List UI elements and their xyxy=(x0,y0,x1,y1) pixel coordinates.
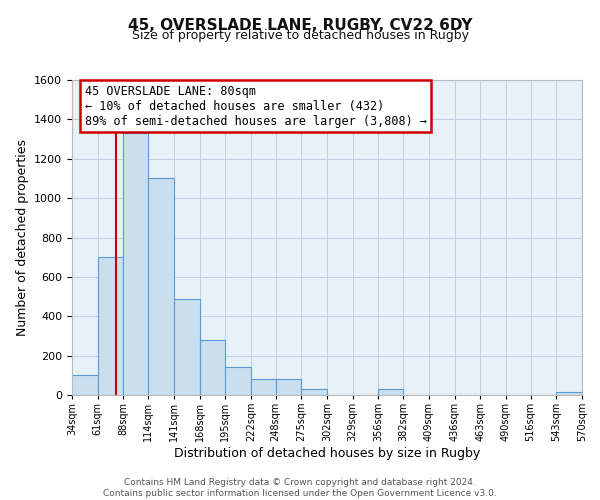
Bar xyxy=(275,379,301,395)
X-axis label: Distribution of detached houses by size in Rugby: Distribution of detached houses by size … xyxy=(174,447,480,460)
Bar xyxy=(225,368,251,395)
Text: 45 OVERSLADE LANE: 80sqm
← 10% of detached houses are smaller (432)
89% of semi-: 45 OVERSLADE LANE: 80sqm ← 10% of detach… xyxy=(85,84,427,128)
Bar xyxy=(301,389,327,395)
Bar xyxy=(251,379,275,395)
Text: 45, OVERSLADE LANE, RUGBY, CV22 6DY: 45, OVERSLADE LANE, RUGBY, CV22 6DY xyxy=(128,18,472,32)
Text: Size of property relative to detached houses in Rugby: Size of property relative to detached ho… xyxy=(131,29,469,42)
Bar xyxy=(199,340,225,395)
Y-axis label: Number of detached properties: Number of detached properties xyxy=(16,139,29,336)
Bar xyxy=(124,133,148,395)
Bar xyxy=(98,257,124,395)
Bar xyxy=(174,298,199,395)
Bar xyxy=(379,389,403,395)
Text: Contains HM Land Registry data © Crown copyright and database right 2024.
Contai: Contains HM Land Registry data © Crown c… xyxy=(103,478,497,498)
Bar xyxy=(556,392,582,395)
Bar xyxy=(148,178,174,395)
Bar xyxy=(72,376,98,395)
